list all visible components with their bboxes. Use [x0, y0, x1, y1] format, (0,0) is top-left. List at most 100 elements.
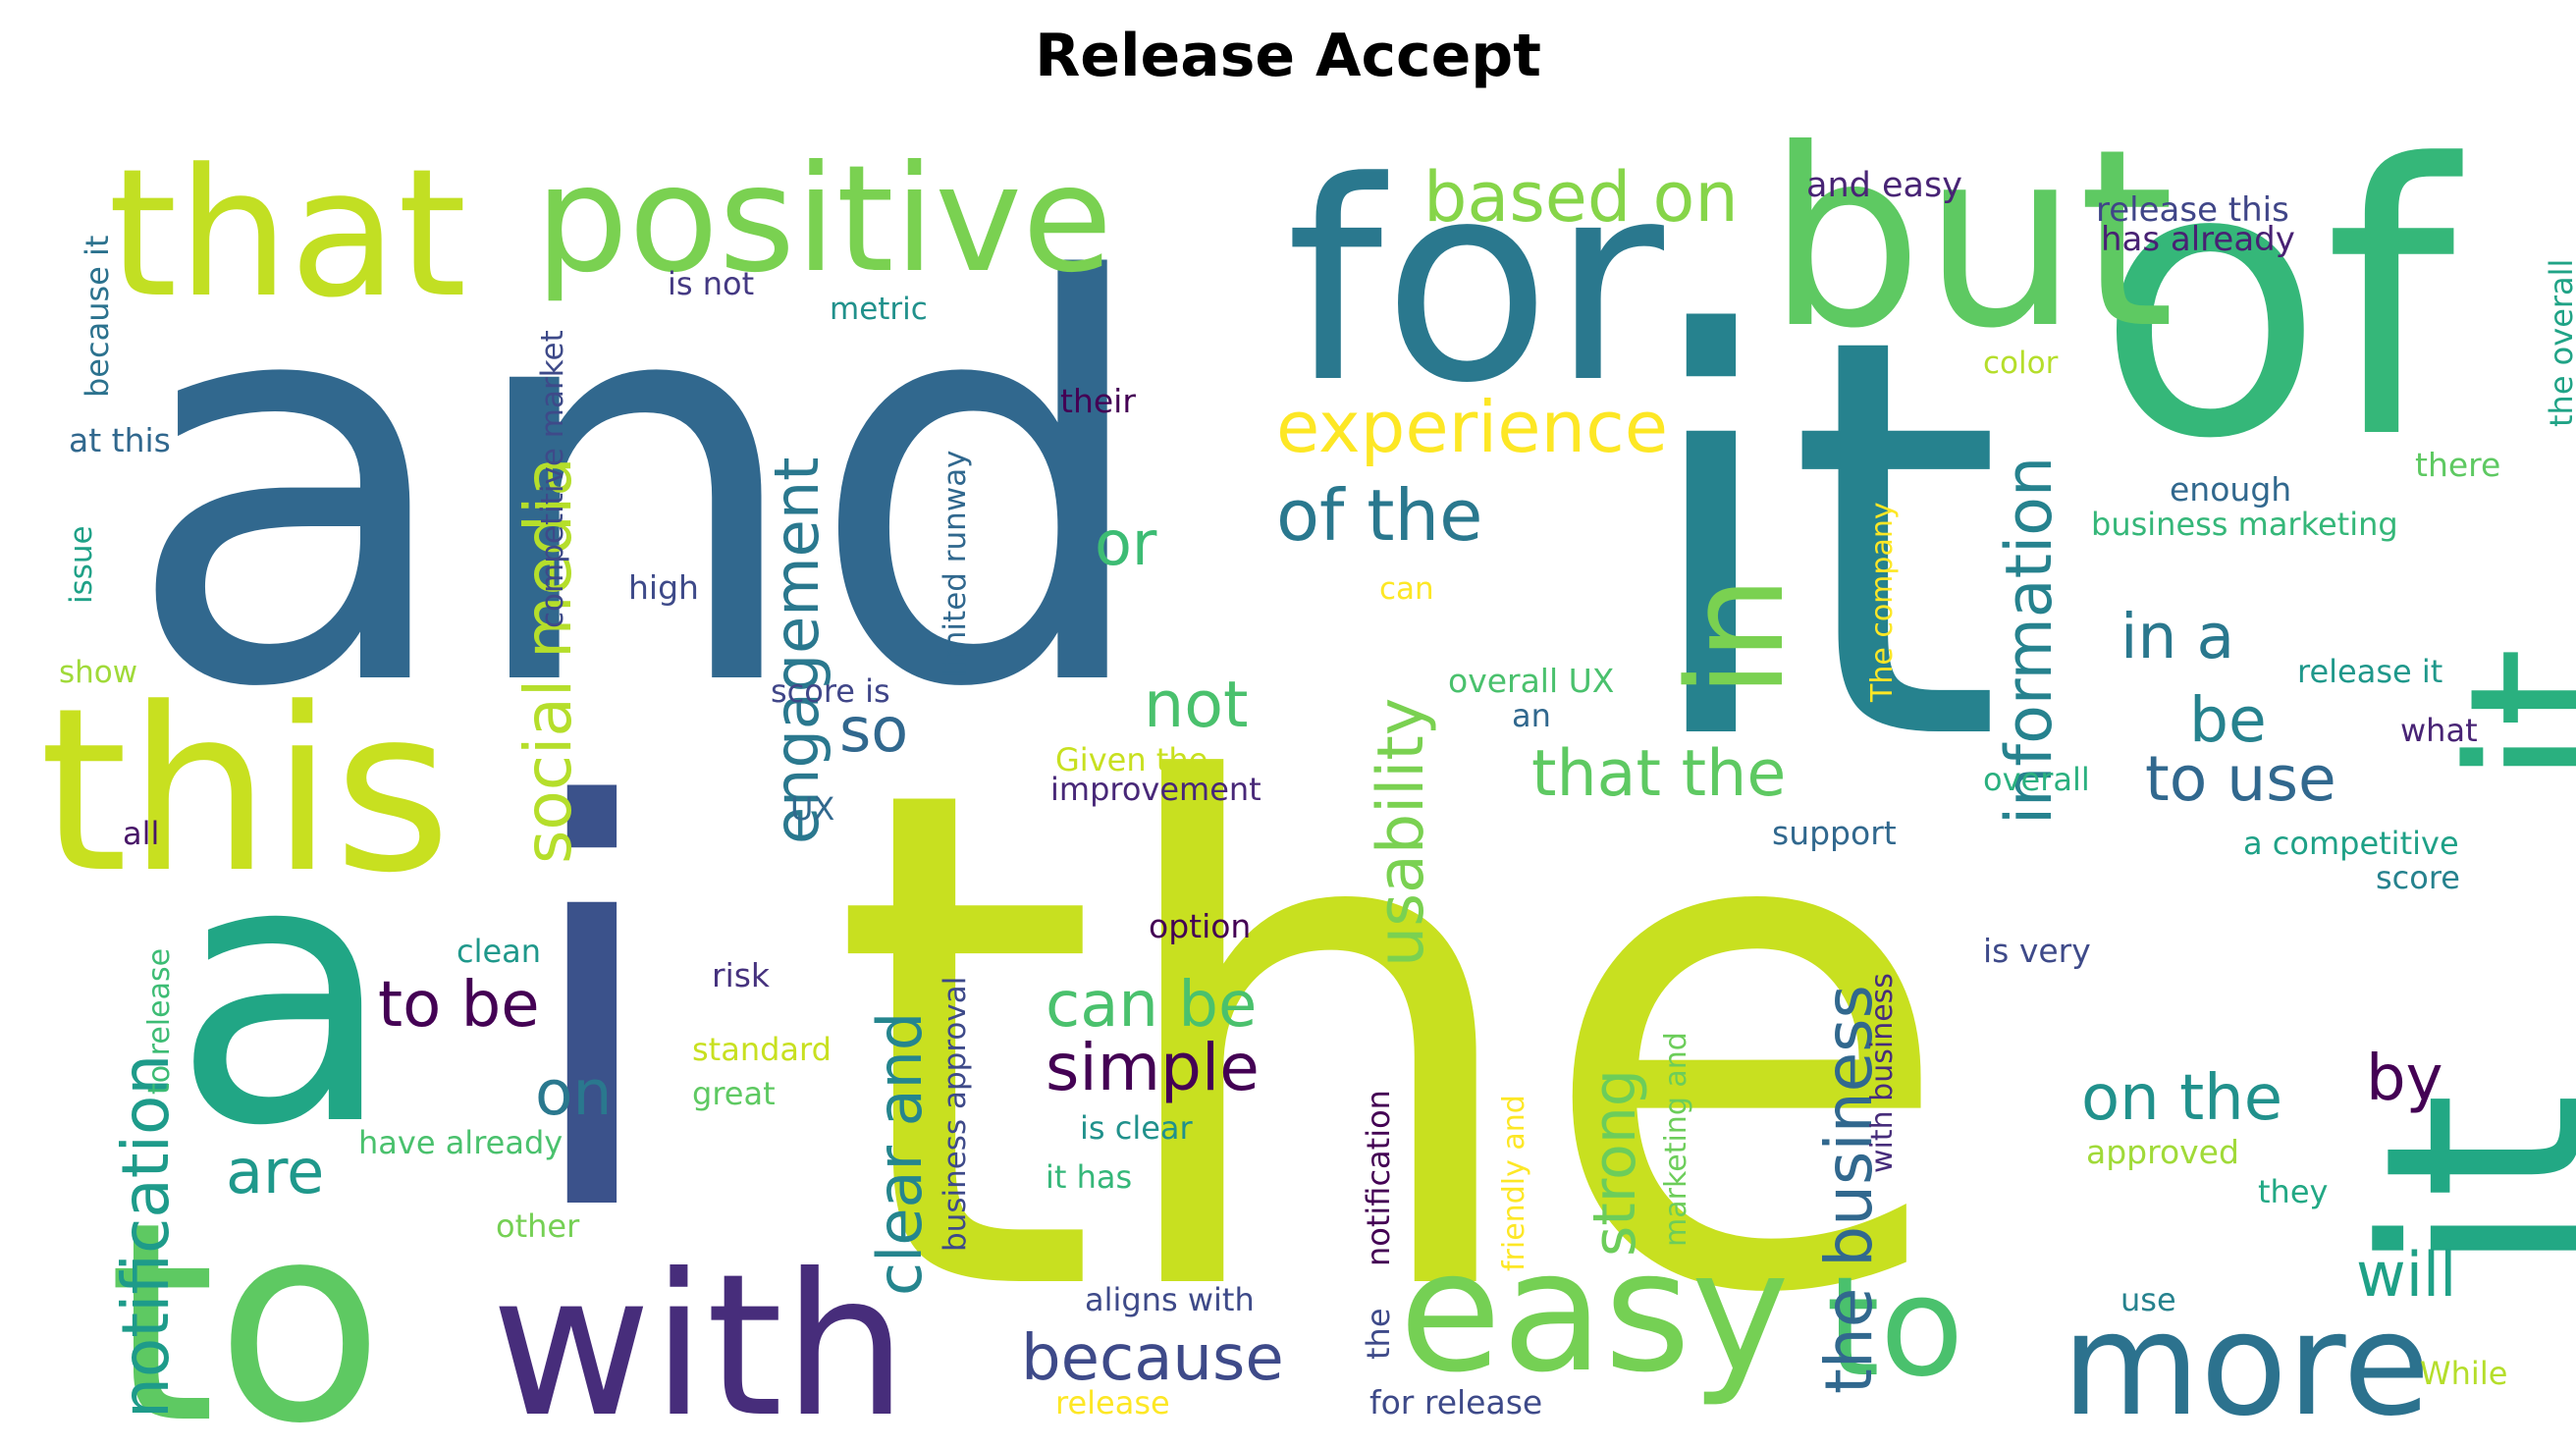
word-that-the: that the — [1531, 737, 1786, 811]
word-can: can — [1379, 571, 1434, 607]
word-experience: experience — [1276, 386, 1668, 468]
word-business-approval: business approval — [938, 977, 973, 1252]
word-it-has: it has — [1046, 1158, 1132, 1196]
word-for: for — [1286, 124, 1667, 444]
word-i: i — [515, 693, 669, 1333]
word-but: but — [1767, 96, 2174, 382]
word-support: support — [1772, 814, 1897, 852]
word-while: While — [2420, 1355, 2507, 1392]
word-the-overall: the overall — [2543, 259, 2576, 427]
word-in-a: in a — [2120, 601, 2234, 672]
word-other: other — [496, 1207, 580, 1245]
word-release-this: release this — [2096, 190, 2289, 230]
word-notification: notification — [108, 1054, 184, 1419]
word-limited-runway: limited runway — [938, 450, 973, 677]
word-what: what — [2400, 712, 2478, 749]
word-overall: overall — [1983, 761, 2090, 798]
word-clean: clean — [456, 933, 541, 970]
word-not: not — [1144, 669, 1248, 742]
word-enough: enough — [2170, 470, 2291, 509]
word-will: will — [2356, 1239, 2456, 1311]
word-aligns-with: aligns with — [1085, 1281, 1255, 1318]
word-high: high — [628, 568, 699, 607]
word-it: it — [2425, 647, 2576, 785]
word-release-it: release it — [2297, 653, 2442, 690]
word-engagement: engagement — [761, 457, 832, 844]
word-to-release: to release — [142, 948, 177, 1095]
word-great: great — [692, 1075, 776, 1112]
word-to: to — [1826, 1248, 1964, 1408]
word-their: their — [1060, 382, 1136, 420]
word-of: of — [2096, 85, 2464, 520]
word-by: by — [2366, 1043, 2443, 1115]
word-with: with — [491, 1232, 907, 1448]
word-metric: metric — [830, 292, 928, 327]
word-it: it — [1635, 222, 2003, 862]
word-based-on: based on — [1423, 157, 1739, 238]
word-notification: notification — [1360, 1090, 1397, 1266]
chart-title: Release Accept — [1035, 22, 1541, 90]
word-because: because — [1021, 1322, 1284, 1395]
word-clear-and: clear and — [864, 1012, 936, 1296]
word-simple: simple — [1046, 1030, 1260, 1105]
word-and-easy: and easy — [1806, 166, 1962, 205]
word-can-be: can be — [1046, 969, 1257, 1042]
word-social-media: social media — [510, 456, 586, 864]
word-issue: issue — [64, 525, 99, 604]
word-color: color — [1983, 346, 2059, 381]
word-show: show — [59, 655, 137, 690]
word-so: so — [839, 694, 908, 766]
word-that: that — [108, 132, 467, 337]
word-the: the — [1360, 1308, 1397, 1360]
word-approved: approved — [2086, 1133, 2239, 1171]
word-risk: risk — [712, 956, 771, 994]
word-competitive-market: competitive market — [535, 330, 570, 628]
word-friendly-and: friendly and — [1497, 1095, 1531, 1271]
word-business-marketing: business marketing — [2091, 506, 2398, 543]
word-and: and — [123, 168, 1157, 808]
word-release: release — [1055, 1384, 1170, 1421]
word-have-already: have already — [358, 1124, 563, 1161]
word-overall-ux: overall UX — [1448, 662, 1614, 700]
word-in: in — [1659, 576, 1813, 697]
word-to-be: to be — [378, 969, 540, 1042]
word-information: information — [1993, 456, 2066, 825]
word-is-clear: is clear — [1080, 1109, 1194, 1147]
word-score: score — [2376, 859, 2460, 896]
word-ux: UX — [790, 790, 834, 828]
word-positive: positive — [535, 134, 1112, 305]
word-more: more — [2062, 1282, 2431, 1448]
word-on: on — [535, 1057, 612, 1129]
word-or: or — [1095, 508, 1157, 579]
word-because-it: because it — [79, 236, 116, 398]
word-to-use: to use — [2145, 743, 2336, 815]
word-is-very: is very — [1983, 932, 2091, 970]
word-improvement: improvement — [1050, 771, 1261, 808]
word-for-release: for release — [1369, 1383, 1542, 1421]
word-usability: usability — [1365, 698, 1438, 967]
word-has-already: has already — [2101, 220, 2295, 259]
word-is-not: is not — [668, 265, 754, 302]
word-standard: standard — [692, 1031, 832, 1068]
word-a-competitive: a competitive — [2243, 825, 2459, 862]
word-use: use — [2120, 1281, 2176, 1318]
word-option: option — [1149, 907, 1251, 945]
word-be: be — [2189, 684, 2267, 756]
word-they: they — [2258, 1173, 2328, 1210]
word-with-business: with business — [1865, 973, 1900, 1173]
word-it: it — [2327, 1092, 2576, 1276]
word-given-the: Given the — [1055, 741, 1208, 778]
word-to: to — [108, 1164, 384, 1448]
word-the-business: the business — [1811, 985, 1887, 1394]
word-there: there — [2415, 446, 2500, 484]
word-at-this: at this — [69, 421, 171, 459]
word-all: all — [123, 815, 159, 852]
word-of-the: of the — [1276, 474, 1482, 557]
word-strong: strong — [1581, 1069, 1649, 1257]
word-score-is: score is — [771, 672, 890, 710]
word-the-company: The company — [1865, 502, 1900, 703]
word-the: the — [830, 644, 1958, 1444]
word-are: are — [226, 1136, 324, 1207]
word-easy: easy — [1399, 1215, 1790, 1410]
